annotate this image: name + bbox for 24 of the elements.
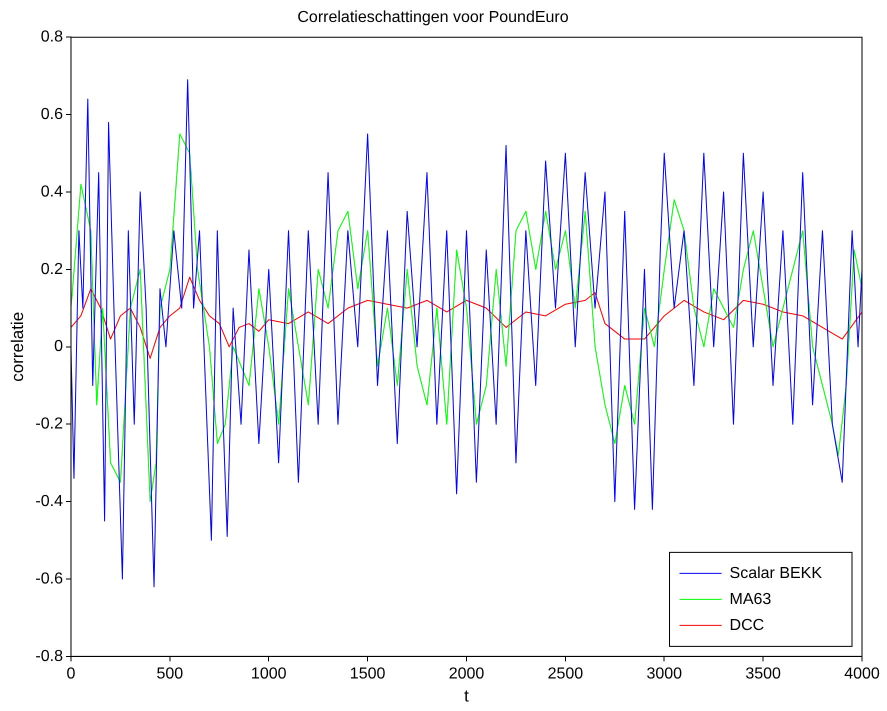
y-tick-label: 0.8 <box>40 28 64 46</box>
y-tick-label: 0.4 <box>40 183 64 200</box>
legend-label: Scalar BEKK <box>730 564 822 582</box>
y-tick-label: 0.2 <box>40 260 64 278</box>
y-axis-title: correlatie <box>8 312 27 382</box>
y-tick-label: 0 <box>54 338 64 356</box>
y-tick-label: 0.6 <box>40 106 64 124</box>
x-tick-label: 1500 <box>350 665 386 682</box>
y-tick-label: -0.6 <box>35 570 64 588</box>
x-tick-label: 500 <box>156 665 184 682</box>
x-tick-label: 2000 <box>448 665 484 682</box>
y-tick-label: -0.4 <box>35 493 64 510</box>
legend-label: MA63 <box>730 590 772 608</box>
y-tick-label: -0.2 <box>35 416 64 433</box>
x-tick-label: 3500 <box>745 665 782 682</box>
x-tick-label: 3000 <box>646 665 682 682</box>
x-tick-label: 4000 <box>844 665 880 682</box>
legend-label: DCC <box>730 616 764 634</box>
x-tick-label: 0 <box>66 665 76 682</box>
x-tick-label: 1000 <box>250 665 287 682</box>
x-tick-label: 2500 <box>548 665 584 682</box>
chart-title: Correlatieschattingen voor PoundEuro <box>297 9 569 26</box>
y-tick-label: -0.8 <box>35 648 64 665</box>
x-axis-title: t <box>464 686 470 706</box>
